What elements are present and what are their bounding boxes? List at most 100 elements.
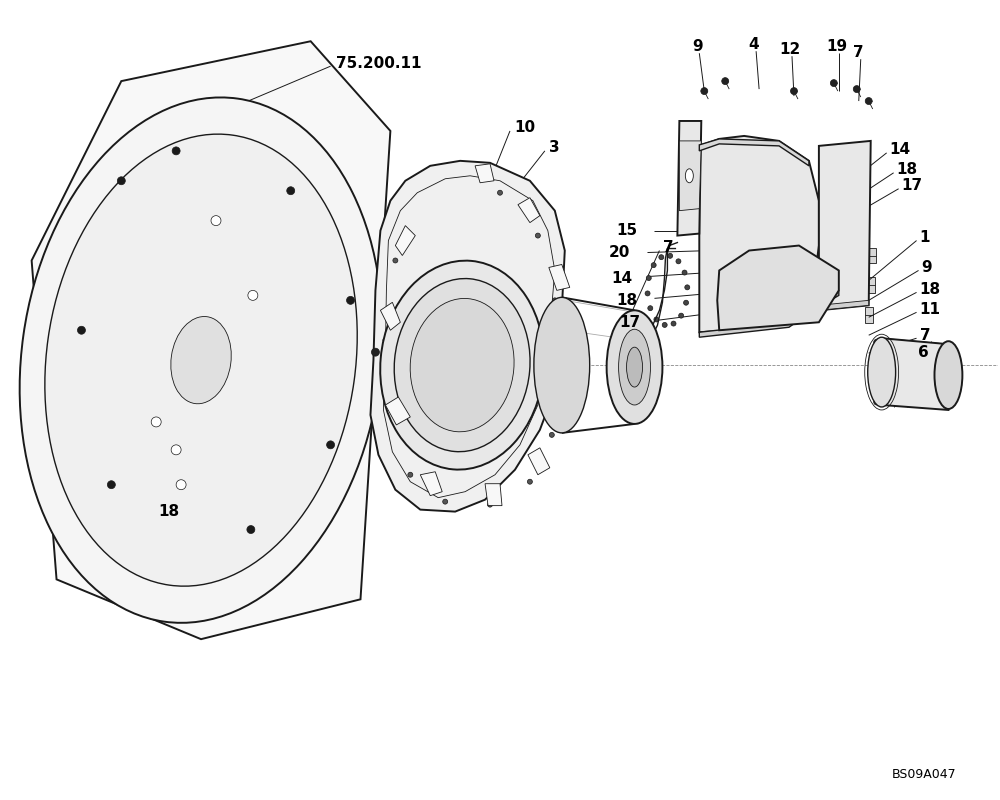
Circle shape: [653, 380, 658, 385]
Circle shape: [646, 406, 651, 411]
Ellipse shape: [20, 98, 382, 623]
Text: 1: 1: [920, 230, 930, 245]
Circle shape: [117, 177, 125, 185]
Ellipse shape: [394, 278, 530, 452]
Circle shape: [443, 499, 448, 504]
Ellipse shape: [410, 298, 514, 432]
Polygon shape: [819, 300, 869, 310]
Text: 4: 4: [749, 37, 759, 52]
Polygon shape: [867, 278, 875, 294]
Circle shape: [471, 270, 478, 278]
Circle shape: [654, 317, 659, 322]
Polygon shape: [549, 265, 570, 290]
Circle shape: [527, 479, 532, 484]
Circle shape: [668, 254, 673, 258]
Circle shape: [514, 422, 521, 428]
Circle shape: [151, 417, 161, 427]
Text: 10: 10: [514, 121, 535, 135]
Ellipse shape: [607, 310, 662, 424]
Polygon shape: [518, 198, 540, 222]
Circle shape: [646, 323, 651, 328]
Circle shape: [830, 80, 837, 86]
Ellipse shape: [868, 338, 896, 407]
Circle shape: [552, 298, 557, 303]
Circle shape: [535, 233, 540, 238]
Circle shape: [629, 419, 634, 424]
Text: 17: 17: [619, 314, 641, 330]
Ellipse shape: [627, 347, 643, 387]
Circle shape: [653, 349, 658, 354]
Text: 75.200.11: 75.200.11: [336, 56, 421, 70]
Text: 17: 17: [902, 178, 923, 194]
Circle shape: [842, 224, 846, 228]
Circle shape: [635, 310, 640, 315]
Circle shape: [790, 87, 797, 94]
Circle shape: [722, 78, 729, 85]
Circle shape: [646, 275, 651, 281]
Circle shape: [77, 326, 85, 334]
Circle shape: [651, 262, 656, 268]
Text: 3: 3: [549, 140, 559, 155]
Polygon shape: [485, 484, 502, 506]
Polygon shape: [868, 247, 876, 263]
Text: 11: 11: [920, 302, 941, 317]
Polygon shape: [699, 136, 819, 332]
Circle shape: [505, 290, 512, 298]
Circle shape: [648, 306, 653, 310]
Circle shape: [650, 394, 655, 399]
Circle shape: [641, 314, 646, 320]
Circle shape: [484, 449, 491, 456]
Circle shape: [614, 335, 619, 340]
Circle shape: [347, 296, 355, 304]
Circle shape: [391, 407, 396, 413]
Circle shape: [172, 147, 180, 155]
Circle shape: [412, 433, 419, 440]
Polygon shape: [32, 42, 390, 639]
Circle shape: [874, 339, 880, 345]
Ellipse shape: [685, 169, 693, 182]
Circle shape: [387, 346, 394, 353]
Circle shape: [527, 330, 534, 337]
Polygon shape: [191, 310, 221, 422]
Circle shape: [671, 321, 676, 326]
Text: BS09A047: BS09A047: [892, 768, 956, 781]
Polygon shape: [380, 302, 400, 330]
Polygon shape: [385, 397, 410, 425]
Circle shape: [682, 270, 687, 275]
Text: 20: 20: [609, 245, 631, 260]
Polygon shape: [677, 121, 701, 235]
Circle shape: [662, 322, 667, 327]
Circle shape: [708, 277, 715, 284]
Circle shape: [446, 453, 453, 460]
Polygon shape: [717, 246, 839, 330]
Polygon shape: [370, 161, 565, 512]
Circle shape: [403, 302, 410, 309]
Circle shape: [408, 472, 413, 478]
Text: 18: 18: [920, 282, 941, 297]
Circle shape: [641, 414, 646, 419]
Circle shape: [171, 445, 181, 455]
Circle shape: [611, 349, 616, 354]
Text: 12: 12: [779, 42, 801, 57]
Polygon shape: [395, 226, 415, 255]
Circle shape: [614, 394, 619, 399]
Circle shape: [645, 291, 650, 296]
Circle shape: [654, 365, 659, 370]
Ellipse shape: [534, 298, 590, 433]
Circle shape: [840, 222, 848, 230]
Circle shape: [498, 190, 502, 195]
Circle shape: [840, 177, 848, 185]
Polygon shape: [548, 386, 567, 410]
Circle shape: [611, 380, 616, 385]
Circle shape: [623, 314, 628, 320]
Polygon shape: [420, 472, 442, 496]
Circle shape: [557, 378, 562, 382]
Text: 9: 9: [922, 260, 932, 275]
Circle shape: [685, 285, 690, 290]
Circle shape: [650, 335, 655, 340]
Circle shape: [708, 202, 715, 209]
Circle shape: [701, 87, 708, 94]
Ellipse shape: [171, 317, 231, 404]
Circle shape: [738, 241, 744, 246]
Ellipse shape: [45, 134, 357, 586]
